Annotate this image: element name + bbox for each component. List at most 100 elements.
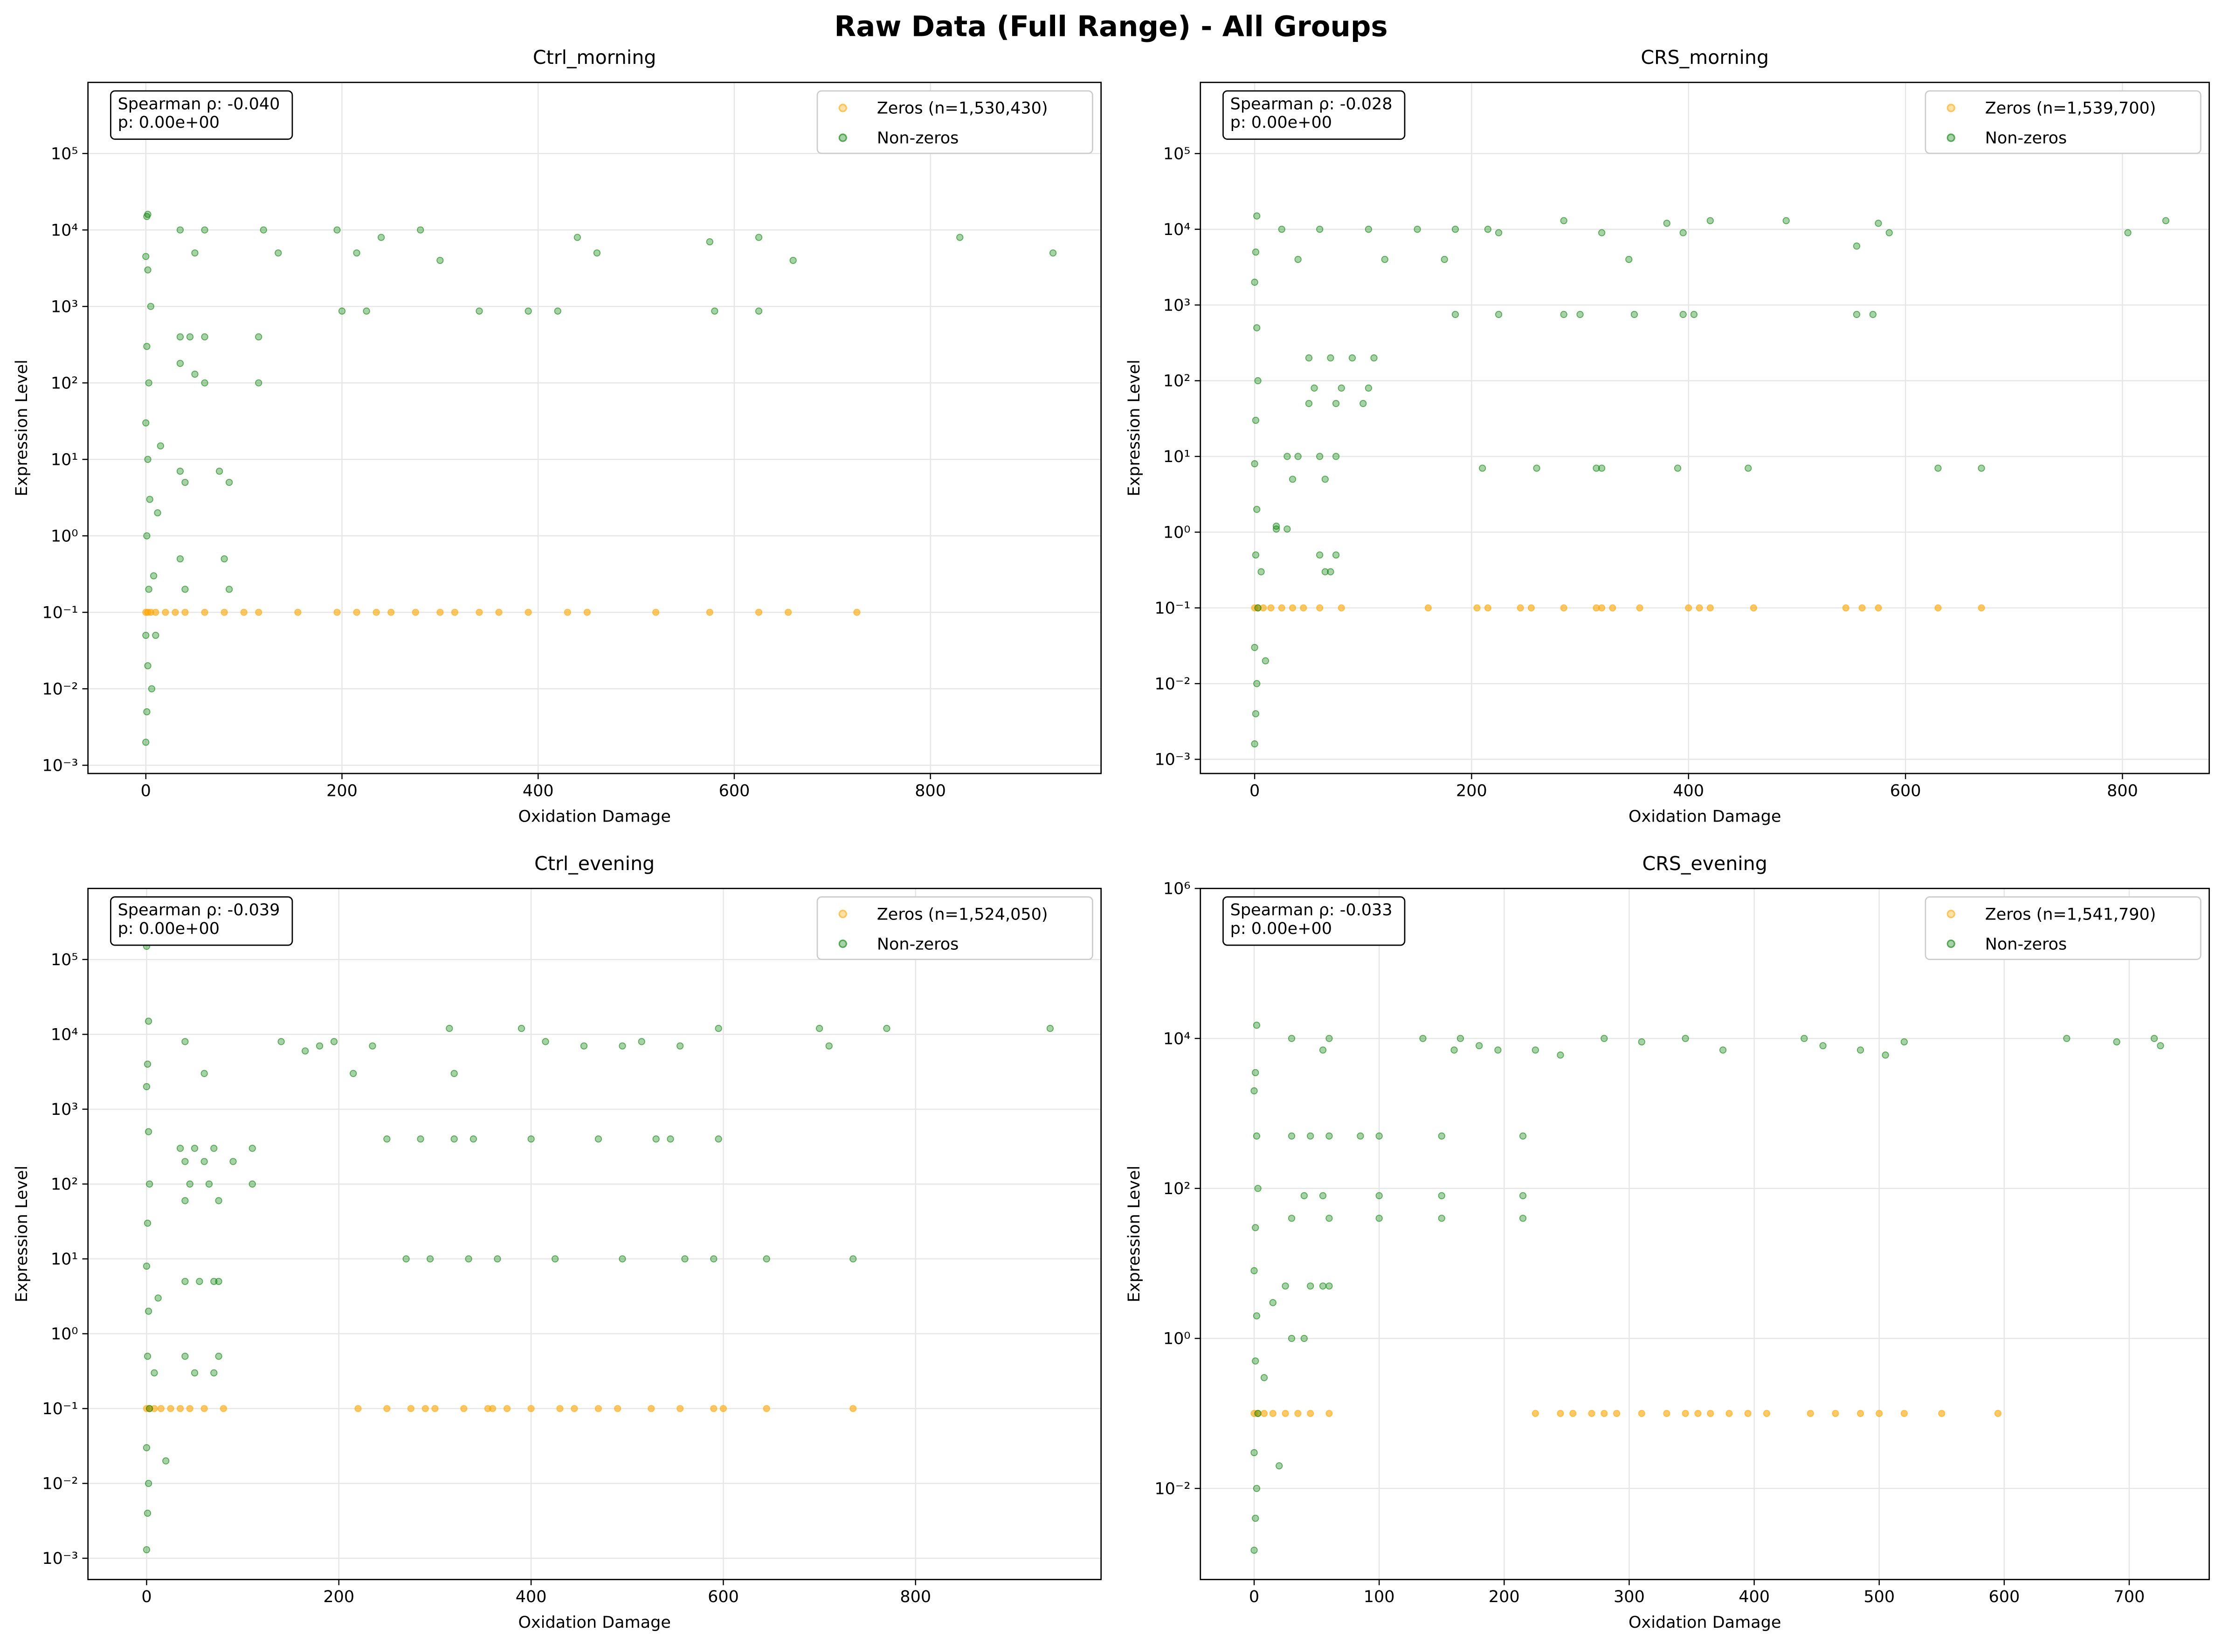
point [1473,604,1481,612]
point [469,1135,477,1143]
point [215,1278,222,1285]
point [1832,1410,1839,1417]
y-axis-label: Expression Level [13,359,31,496]
point [1557,1410,1564,1417]
point [1046,1025,1054,1032]
point [1517,604,1524,612]
y-tick-label: 10⁵ [1163,145,1191,163]
point [1370,354,1378,362]
point [1900,1410,1908,1417]
point [1451,226,1459,233]
point [143,1444,151,1452]
subplot: Ctrl_evening 0 200 400 600 800 10⁻³ 10⁻² 10⁻¹ 10⁰… [13,852,1102,1632]
point [476,608,483,616]
point [191,249,199,257]
point [201,333,208,341]
point [177,1405,184,1412]
point [248,1180,256,1188]
point [1319,1192,1327,1199]
point [1560,217,1567,224]
point [1856,1410,1864,1417]
point [1252,1357,1259,1365]
y-axis-label: Expression Level [1125,359,1144,496]
point [450,1070,458,1077]
point [1284,525,1291,533]
point [412,608,419,616]
point [594,1405,602,1412]
point [1934,604,1942,612]
point [143,708,151,716]
point [1882,1051,1889,1059]
point [1441,256,1448,263]
y-tick-label: 10¹ [1163,448,1191,466]
point [1750,604,1757,612]
point [1253,1022,1261,1029]
point [1294,256,1302,263]
point [1598,229,1606,236]
point [1250,1087,1258,1095]
point [1316,453,1324,460]
point [1438,1192,1445,1199]
x-tick-label: 800 [2107,782,2138,801]
point [1876,1410,1883,1417]
legend-marker [838,133,847,142]
point [1763,1410,1771,1417]
point [1252,416,1260,424]
point [1819,1042,1827,1050]
point [1276,1462,1283,1470]
point [652,608,660,616]
point [1250,1267,1258,1274]
y-tick-label: 10⁻¹ [1154,599,1190,618]
point [1375,1192,1383,1199]
point [816,1025,823,1032]
point [145,586,152,593]
y-tick-label: 10⁴ [1163,221,1191,239]
point [181,1353,189,1360]
x-tick-label: 200 [1456,782,1487,801]
point [436,256,444,264]
point [333,608,341,616]
point [1252,710,1260,718]
point [225,478,233,486]
x-axis-label: Oxidation Damage [1629,807,1781,826]
point [1288,1334,1296,1342]
y-tick-label: 10³ [1163,296,1191,315]
point [378,234,385,241]
point [1519,1215,1527,1222]
y-tick-label: 10⁴ [51,221,78,240]
point [1853,311,1861,318]
point [554,307,561,315]
y-tick-label: 10⁻³ [42,1549,78,1568]
point [1744,1410,1752,1417]
point [1875,220,1882,227]
point [527,1135,535,1143]
point [1319,1282,1327,1290]
point [593,249,601,257]
legend-marker [838,939,847,948]
point [143,1083,151,1091]
point [1257,568,1265,575]
point [564,608,571,616]
point [1272,525,1280,533]
point [518,1025,525,1032]
point [167,1405,174,1412]
point [210,1145,218,1152]
y-tick-label: 10⁰ [1163,523,1191,542]
y-tick-label: 10⁻² [1154,1479,1190,1498]
point [1252,1514,1259,1522]
subplot: Ctrl_morning 0 200 400 600 800 10⁻³ 10⁻² 10⁻¹ 10⁰… [13,46,1102,826]
point [1332,400,1340,408]
point [1252,551,1260,559]
point [594,1135,602,1143]
subplot: CRS_morning 0 200 400 600 800 10⁻³ 10⁻² 10⁻¹ 10⁰ 1… [1125,46,2210,826]
point [785,608,792,616]
point [789,256,797,264]
point [144,1353,152,1360]
point [431,1405,439,1412]
point [1253,324,1261,332]
point [144,211,152,218]
point [1325,1282,1333,1290]
point [1250,1449,1258,1457]
point [363,307,370,315]
point [157,1405,165,1412]
